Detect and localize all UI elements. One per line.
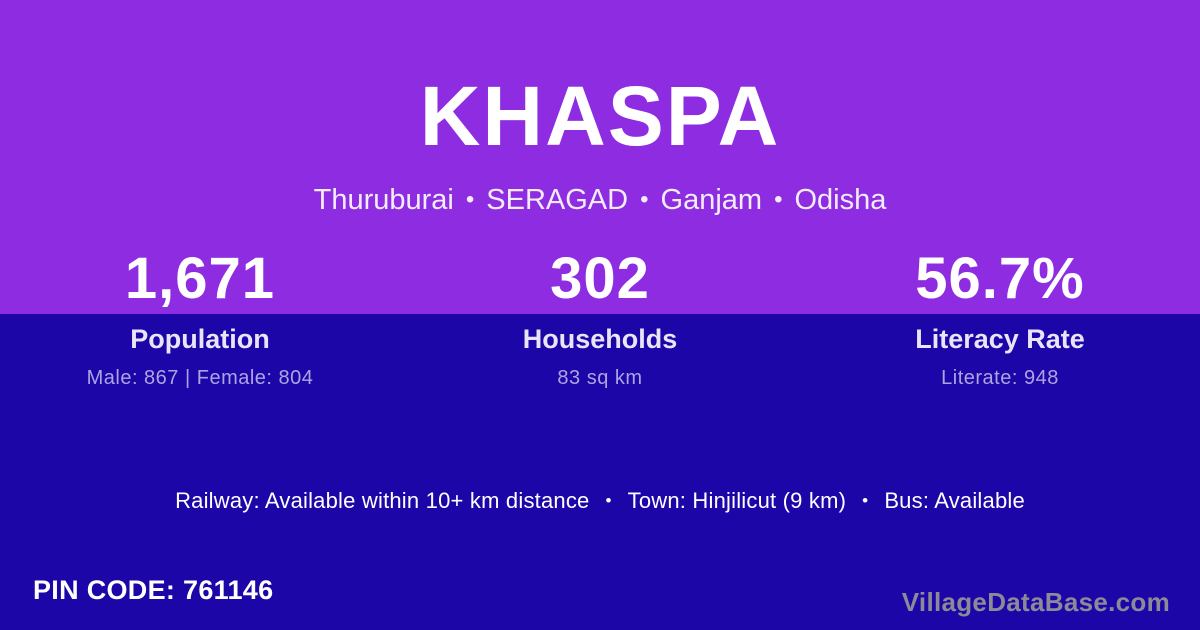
stat-households: 302 Households 83 sq km <box>400 250 800 389</box>
households-label: Households <box>522 324 678 354</box>
population-label: Population <box>130 324 270 354</box>
site-watermark: VillageDataBase.com <box>901 587 1170 617</box>
bus-info: Bus: Available <box>884 488 1025 513</box>
purple-header-band <box>0 0 1200 314</box>
stats-row: 1,671 Population Male: 867 | Female: 804… <box>0 250 1200 389</box>
town-info: Town: Hinjilicut (9 km) <box>627 488 847 513</box>
population-value: 1,671 <box>124 246 276 311</box>
breadcrumb-block: SERAGAD <box>486 184 629 216</box>
households-value: 302 <box>550 246 650 311</box>
pin-code: PIN CODE: 761146 <box>33 575 274 605</box>
stat-population: 1,671 Population Male: 867 | Female: 804 <box>0 250 400 389</box>
households-detail: 83 sq km <box>557 366 643 389</box>
breadcrumb-tehsil: Thuruburai <box>313 184 454 216</box>
location-breadcrumb: Thuruburai • SERAGAD • Ganjam • Odisha <box>0 184 1200 217</box>
dot-separator: • <box>640 186 649 213</box>
dot-separator: • <box>465 186 475 213</box>
population-detail: Male: 867 | Female: 804 <box>86 366 314 389</box>
dot-separator: • <box>605 491 612 510</box>
literacy-label: Literacy Rate <box>915 324 1085 354</box>
railway-info: Railway: Available within 10+ km distanc… <box>175 488 590 513</box>
village-title: KHASPA <box>419 69 781 163</box>
dot-separator: • <box>862 491 869 510</box>
literacy-value: 56.7% <box>915 246 1085 311</box>
transport-info-line: Railway: Available within 10+ km distanc… <box>0 488 1200 514</box>
breadcrumb-state: Odisha <box>794 184 887 216</box>
dot-separator: • <box>774 186 783 213</box>
breadcrumb-district: Ganjam <box>660 184 763 216</box>
literacy-detail: Literate: 948 <box>941 366 1059 389</box>
stat-literacy: 56.7% Literacy Rate Literate: 948 <box>800 250 1200 389</box>
